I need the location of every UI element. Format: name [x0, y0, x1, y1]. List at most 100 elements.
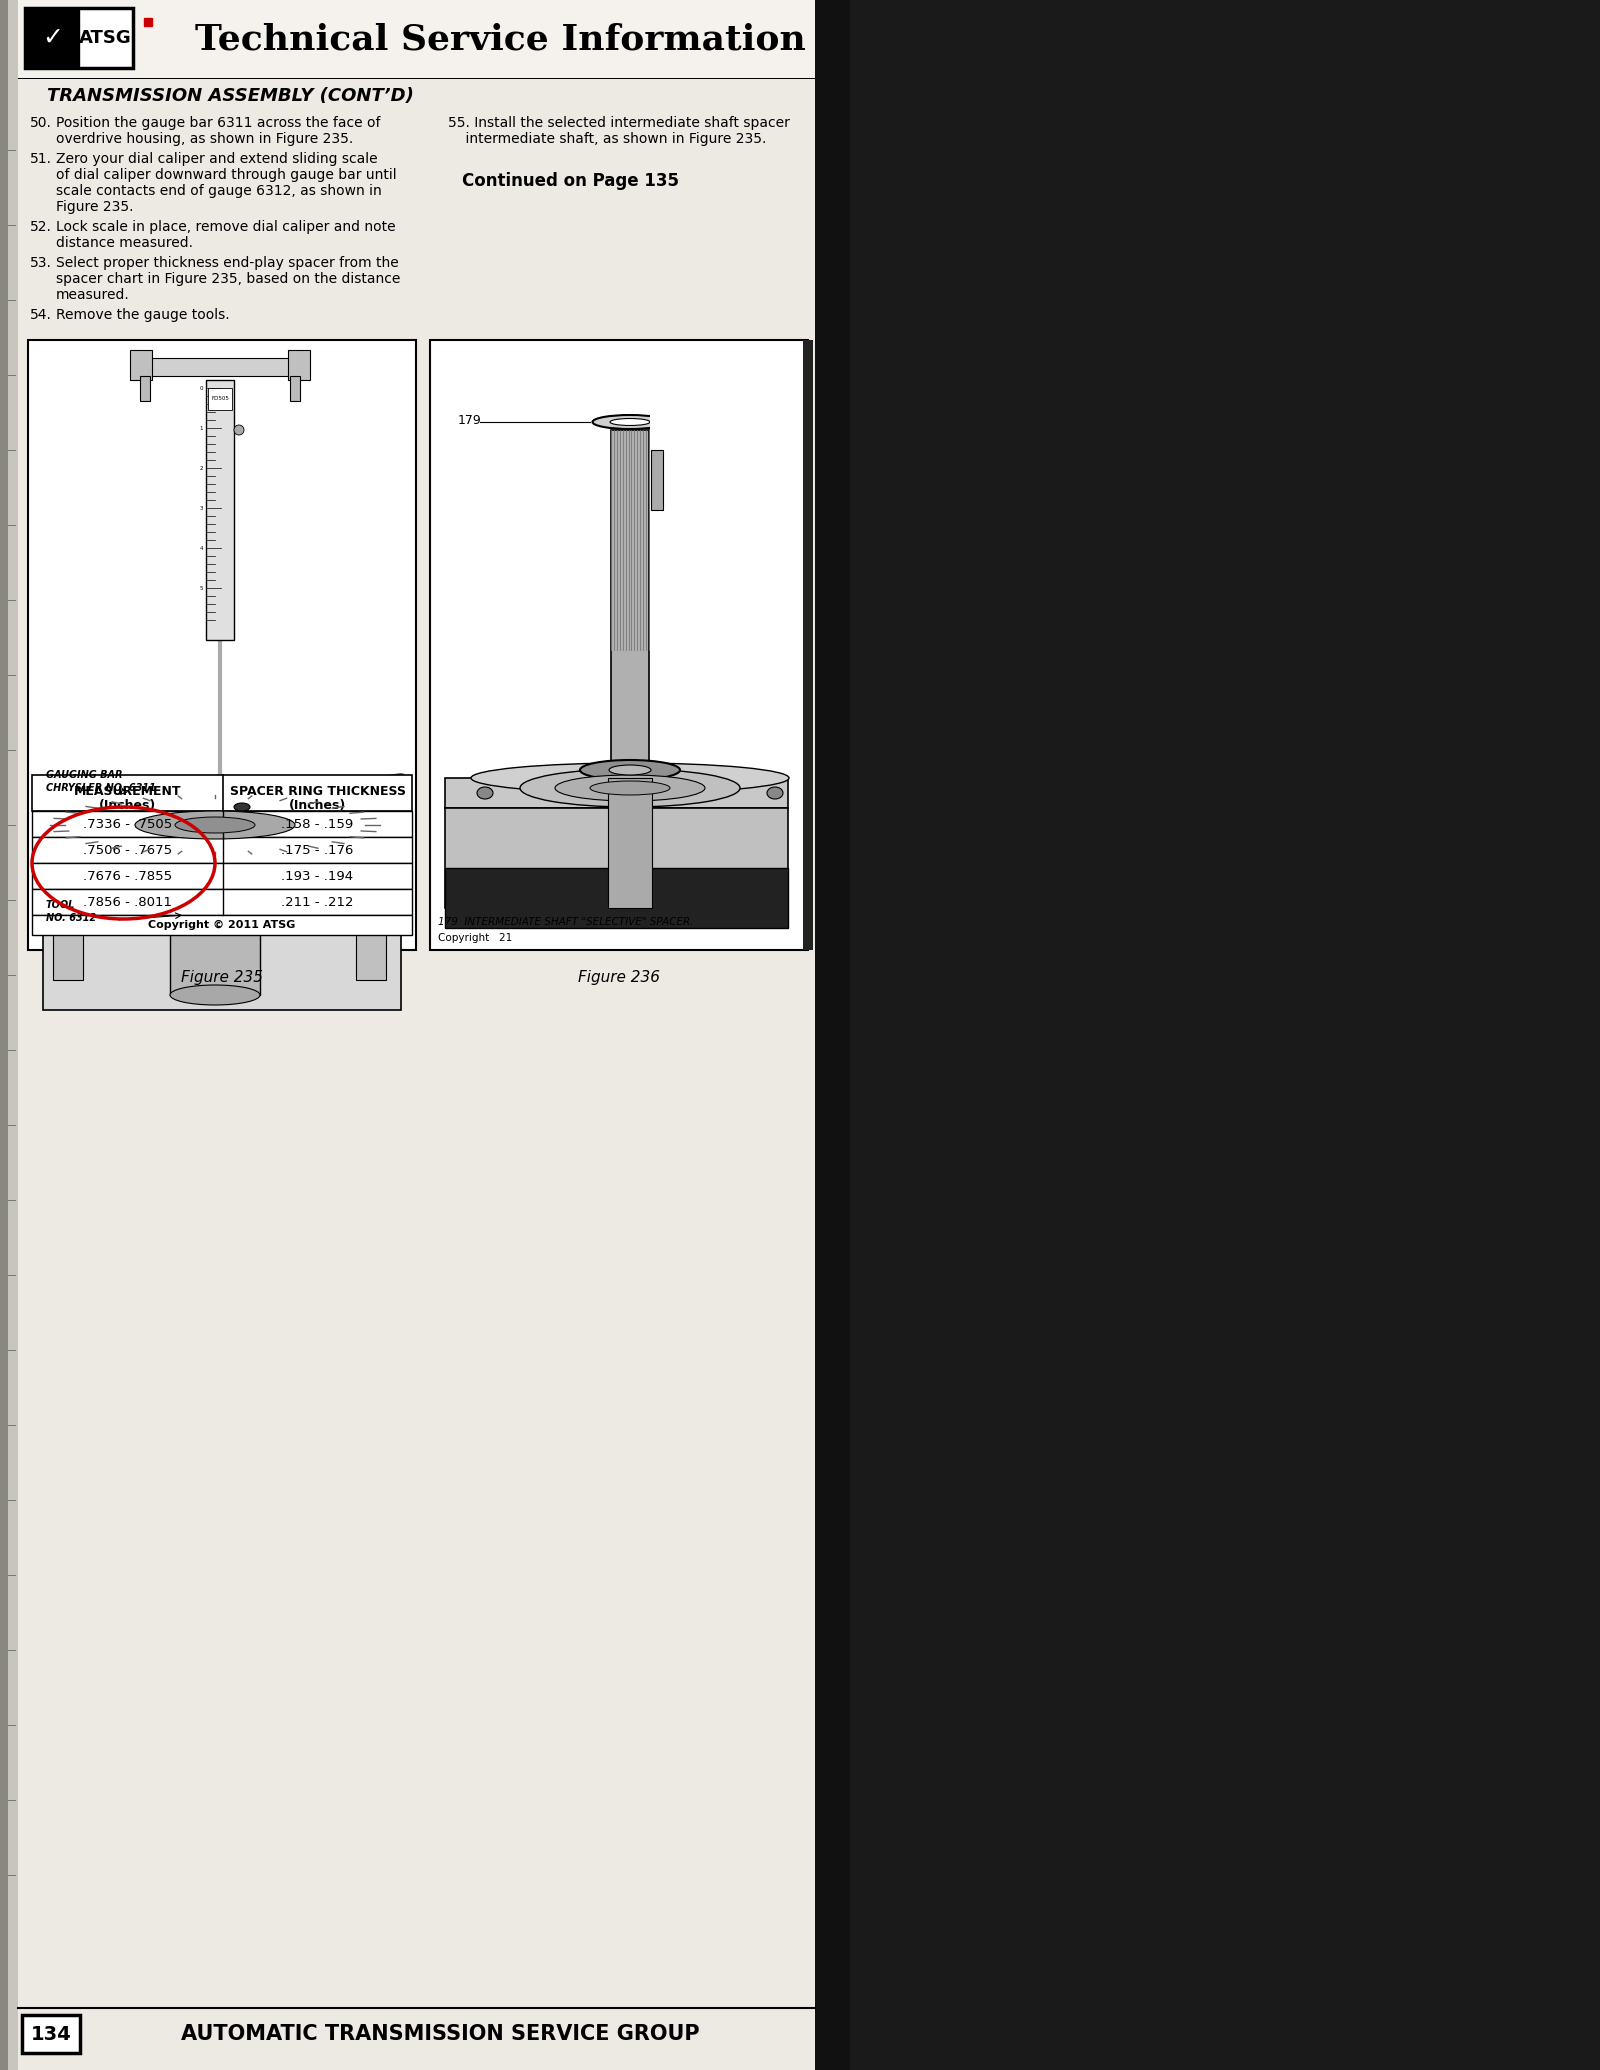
- Bar: [27, 10, 78, 66]
- Text: Figure 235.: Figure 235.: [56, 201, 133, 213]
- Bar: [208, 387, 232, 410]
- Ellipse shape: [610, 766, 651, 774]
- Bar: [355, 840, 386, 979]
- Text: 134: 134: [30, 2024, 72, 2043]
- Text: TOOL: TOOL: [46, 900, 75, 911]
- Text: 0: 0: [200, 385, 203, 391]
- Ellipse shape: [234, 803, 250, 811]
- Text: 50.: 50.: [30, 116, 51, 130]
- Text: 179: 179: [458, 414, 482, 426]
- Text: 4: 4: [200, 546, 203, 551]
- Text: distance measured.: distance measured.: [56, 236, 194, 250]
- Bar: [32, 774, 413, 811]
- Bar: [32, 811, 413, 836]
- Bar: [0, 0, 18, 2070]
- Ellipse shape: [45, 795, 386, 855]
- Text: .193 - .194: .193 - .194: [282, 869, 354, 882]
- Text: .7506 - .7675: .7506 - .7675: [83, 842, 173, 857]
- Text: 55. Install the selected intermediate shaft spacer: 55. Install the selected intermediate sh…: [448, 116, 790, 130]
- Bar: [43, 820, 402, 1010]
- Ellipse shape: [470, 764, 789, 793]
- Text: SPACER RING THICKNESS: SPACER RING THICKNESS: [229, 785, 405, 799]
- Text: TRANSMISSION ASSEMBLY (CONT’D): TRANSMISSION ASSEMBLY (CONT’D): [46, 87, 413, 106]
- Text: 1: 1: [200, 426, 203, 431]
- Ellipse shape: [94, 803, 334, 847]
- Bar: [32, 915, 413, 936]
- Ellipse shape: [477, 787, 493, 799]
- Ellipse shape: [579, 760, 680, 780]
- Text: (Inches): (Inches): [99, 799, 157, 811]
- Text: Copyright © 2011 ATSG: Copyright © 2011 ATSG: [149, 919, 296, 929]
- Text: ✓: ✓: [43, 27, 64, 50]
- Bar: [32, 888, 413, 915]
- Bar: [0, 0, 840, 2070]
- Bar: [130, 350, 152, 381]
- Bar: [0, 0, 8, 2070]
- Text: 3: 3: [200, 505, 203, 511]
- Text: scale contacts end of gauge 6312, as shown in: scale contacts end of gauge 6312, as sho…: [56, 184, 382, 199]
- Text: .7676 - .7855: .7676 - .7855: [83, 869, 173, 882]
- Text: Zero your dial caliper and extend sliding scale: Zero your dial caliper and extend slidin…: [56, 151, 378, 166]
- Ellipse shape: [590, 780, 670, 795]
- Text: 51.: 51.: [30, 151, 51, 166]
- Text: Position the gauge bar 6311 across the face of: Position the gauge bar 6311 across the f…: [56, 116, 381, 130]
- Text: ATSG: ATSG: [78, 29, 131, 48]
- Bar: [141, 377, 150, 402]
- Ellipse shape: [592, 414, 667, 428]
- Text: NO. 6312: NO. 6312: [46, 913, 96, 923]
- Bar: [18, 0, 814, 79]
- Text: Technical Service Information: Technical Service Information: [195, 23, 805, 58]
- Text: measured.: measured.: [56, 288, 130, 302]
- Text: MEASUREMENT: MEASUREMENT: [74, 785, 181, 799]
- Bar: [650, 414, 670, 431]
- Bar: [608, 778, 653, 909]
- Text: overdrive housing, as shown in Figure 235.: overdrive housing, as shown in Figure 23…: [56, 132, 354, 147]
- Bar: [651, 449, 662, 509]
- Text: 52.: 52.: [30, 219, 51, 234]
- Bar: [206, 381, 234, 640]
- Text: .7856 - .8011: .7856 - .8011: [83, 896, 173, 909]
- Text: 179  INTERMEDIATE SHAFT "SELECTIVE" SPACER.: 179 INTERMEDIATE SHAFT "SELECTIVE" SPACE…: [438, 917, 693, 927]
- Text: (Inches): (Inches): [290, 799, 346, 811]
- Bar: [29, 339, 416, 950]
- Text: .211 - .212: .211 - .212: [282, 896, 354, 909]
- Ellipse shape: [234, 424, 243, 435]
- Bar: [814, 0, 850, 2070]
- Bar: [53, 840, 83, 979]
- Bar: [288, 350, 310, 381]
- Bar: [32, 863, 413, 888]
- Text: FD505: FD505: [211, 397, 229, 402]
- Ellipse shape: [610, 418, 650, 426]
- Text: spacer chart in Figure 235, based on the distance: spacer chart in Figure 235, based on the…: [56, 271, 400, 286]
- Bar: [170, 894, 259, 996]
- Bar: [445, 807, 787, 909]
- Text: .175 - .176: .175 - .176: [282, 842, 354, 857]
- Ellipse shape: [170, 886, 259, 905]
- Bar: [445, 778, 787, 807]
- Text: Figure 235: Figure 235: [181, 971, 262, 985]
- Ellipse shape: [134, 811, 294, 838]
- Text: .7336 - .7505: .7336 - .7505: [83, 818, 173, 830]
- Ellipse shape: [520, 768, 739, 807]
- Bar: [22, 2014, 80, 2053]
- Bar: [430, 339, 808, 950]
- Text: GAUGING BAR: GAUGING BAR: [46, 770, 123, 780]
- Ellipse shape: [170, 985, 259, 1006]
- Text: 2: 2: [200, 466, 203, 470]
- Bar: [290, 377, 301, 402]
- Bar: [445, 867, 787, 927]
- Text: Lock scale in place, remove dial caliper and note: Lock scale in place, remove dial caliper…: [56, 219, 395, 234]
- Bar: [32, 836, 413, 863]
- Text: Figure 236: Figure 236: [578, 971, 661, 985]
- Text: CHRYSLER NO. 6311: CHRYSLER NO. 6311: [46, 782, 155, 793]
- Ellipse shape: [555, 774, 706, 801]
- Text: Remove the gauge tools.: Remove the gauge tools.: [56, 308, 230, 323]
- Bar: [803, 339, 813, 950]
- Text: AUTOMATIC TRANSMISSION SERVICE GROUP: AUTOMATIC TRANSMISSION SERVICE GROUP: [181, 2024, 699, 2043]
- Text: intermediate shaft, as shown in Figure 235.: intermediate shaft, as shown in Figure 2…: [448, 132, 766, 147]
- Bar: [840, 0, 1600, 2070]
- Text: 53.: 53.: [30, 257, 51, 269]
- Text: 54.: 54.: [30, 308, 51, 323]
- Text: 5: 5: [200, 586, 203, 590]
- Bar: [141, 358, 301, 377]
